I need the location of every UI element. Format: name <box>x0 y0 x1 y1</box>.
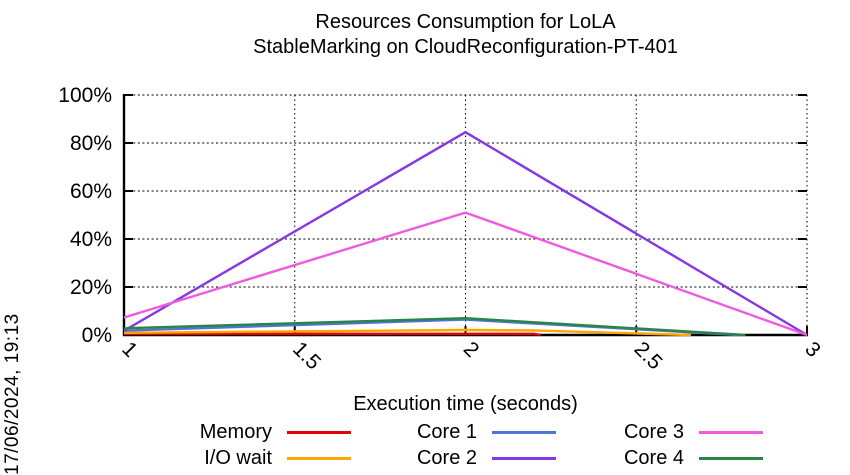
x-tick-label: 1.5 <box>288 337 325 374</box>
legend-label: Core 2 <box>416 446 477 469</box>
legend-column: Core 1 Core 2 <box>355 419 556 471</box>
y-tick-label: 0% <box>82 324 112 347</box>
legend-item-i-o-wait: I/O wait <box>150 445 351 471</box>
legend-item-memory: Memory <box>150 419 351 445</box>
y-tick-label: 20% <box>70 276 112 299</box>
y-tick-label: 80% <box>70 132 112 155</box>
legend-label: I/O wait <box>204 446 272 469</box>
legend-column: Core 3 Core 4 <box>562 419 763 471</box>
x-tick-label: 2 <box>459 337 484 362</box>
legend-label: Core 4 <box>623 446 684 469</box>
x-tick-label: 2.5 <box>630 337 667 374</box>
series-line-core-4 <box>123 317 746 337</box>
legend-label: Core 3 <box>623 420 684 443</box>
x-tick-label: 1 <box>117 337 142 362</box>
chart-title: Resources Consumption for LoLA <box>315 11 616 33</box>
legend-line-swatch <box>699 430 763 434</box>
legend-line-swatch <box>699 456 763 460</box>
legend-item-core-1: Core 1 <box>355 419 556 445</box>
legend-line-swatch <box>287 456 351 460</box>
legend-label: Core 1 <box>416 420 477 443</box>
timestamp-label: 17/06/2024, 19:13 <box>2 313 23 475</box>
chart-title-block: Resources Consumption for LoLA StableMar… <box>124 10 807 60</box>
y-tick-label: 100% <box>58 84 112 107</box>
y-tick-label: 60% <box>70 180 112 203</box>
series-line-core-2 <box>123 130 808 337</box>
legend-item-core-2: Core 2 <box>355 445 556 471</box>
chart-subtitle: StableMarking on CloudReconfiguration-PT… <box>253 36 678 58</box>
legend: Memory I/O wait Core 1 Core 2 Core 3 Core 4 <box>0 419 850 473</box>
legend-line-swatch <box>492 430 556 434</box>
legend-column: Memory I/O wait <box>150 419 351 471</box>
series-line-i-o-wait <box>123 328 691 337</box>
series-line-memory <box>124 332 541 337</box>
legend-line-swatch <box>287 430 351 434</box>
legend-label: Memory <box>199 420 272 443</box>
x-tick-label: 3 <box>800 337 825 362</box>
legend-item-core-3: Core 3 <box>562 419 763 445</box>
y-tick-label: 40% <box>70 228 112 251</box>
legend-item-core-4: Core 4 <box>562 445 763 471</box>
series-line-core-3 <box>123 211 808 337</box>
x-axis-title: Execution time (seconds) <box>353 393 578 415</box>
legend-line-swatch <box>492 456 556 460</box>
